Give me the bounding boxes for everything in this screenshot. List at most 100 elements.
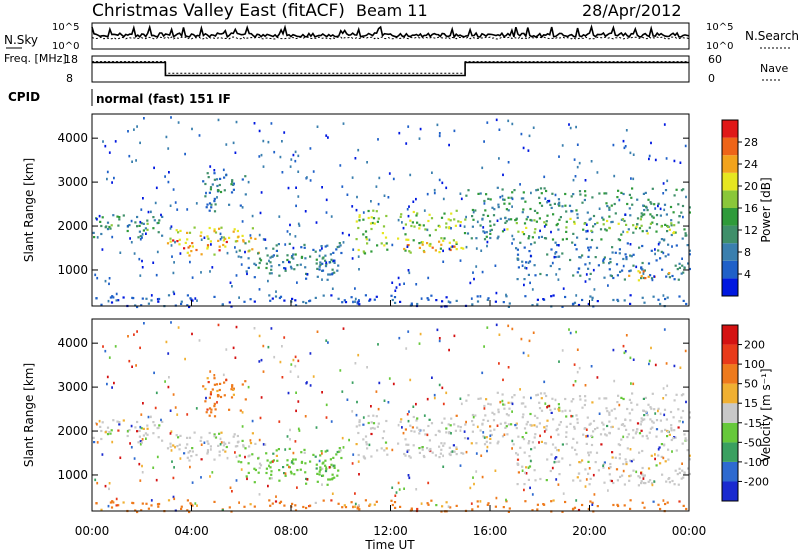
power-cell: [483, 199, 486, 203]
power-cell: [274, 295, 278, 298]
power-cell: [273, 150, 276, 154]
power-cell: [294, 150, 297, 154]
power-cell: [687, 262, 690, 265]
power-cell: [448, 226, 451, 229]
velocity-cell: [482, 431, 485, 434]
power-cell: [663, 203, 667, 206]
power-cell: [332, 259, 335, 262]
velocity-cell: [640, 417, 643, 420]
velocity-cell: [410, 507, 413, 510]
power-cell: [205, 191, 207, 195]
velocity-cell: [130, 446, 133, 449]
velocity-cell: [158, 424, 161, 427]
power-cell: [406, 208, 409, 211]
velocity-cell: [601, 421, 604, 424]
freq-left-label: Freq. [MHz]: [4, 52, 67, 65]
power-cell: [483, 231, 486, 234]
power-cell: [251, 248, 254, 251]
velocity-cell: [600, 443, 603, 446]
velocity-cell: [96, 441, 99, 444]
nave-line: [92, 61, 689, 74]
power-cell: [660, 225, 663, 228]
velocity-cell: [355, 443, 358, 446]
velocity-cell: [502, 378, 504, 382]
power-cell: [267, 140, 270, 144]
velocity-cell: [587, 472, 590, 475]
velocity-cell: [341, 436, 344, 440]
power-cell: [184, 152, 186, 156]
power-cell: [283, 131, 286, 134]
power-cell: [143, 117, 145, 120]
velocity-cell: [667, 458, 670, 461]
velocity-cell: [248, 445, 251, 448]
power-cell: [147, 210, 150, 214]
power-cell: [370, 216, 373, 219]
velocity-cell: [576, 348, 579, 351]
power-cell: [481, 166, 484, 170]
velocity-data: [92, 321, 691, 514]
power-cell: [180, 302, 183, 305]
velocity-cell: [286, 435, 289, 438]
velocity-cell: [578, 366, 581, 370]
velocity-cell: [117, 504, 120, 507]
velocity-cell: [528, 455, 531, 458]
power-cell: [240, 256, 243, 259]
velocity-cell: [449, 453, 452, 457]
velocity-cell: [228, 441, 231, 444]
power-cell: [510, 218, 513, 221]
velocity-cell: [111, 500, 114, 503]
power-cell: [561, 252, 564, 255]
velocity-cell: [508, 407, 511, 410]
power-cell: [292, 253, 295, 256]
velocity-cell: [606, 424, 609, 428]
velocity-y-tick-label: 2000: [57, 424, 88, 438]
power-cell: [221, 304, 224, 307]
velocity-cell: [170, 430, 173, 433]
velocity-cell: [385, 419, 388, 423]
velocity-cell: [664, 394, 668, 397]
velocity-cell: [216, 401, 218, 404]
velocity-cell: [413, 430, 416, 433]
power-cell: [472, 218, 475, 221]
power-cell: [673, 278, 676, 281]
power-cell: [331, 287, 334, 290]
power-cell: [463, 232, 467, 235]
power-cell: [428, 244, 431, 247]
velocity-cell: [199, 439, 202, 442]
velocity-cell: [142, 402, 144, 405]
velocity-cell: [533, 424, 536, 427]
power-cell: [447, 300, 450, 303]
power-cell: [352, 248, 355, 251]
power-cell: [503, 228, 506, 231]
velocity-cell: [188, 436, 192, 439]
velocity-cell: [448, 431, 451, 434]
power-cell: [519, 183, 521, 186]
power-cell: [116, 215, 119, 218]
power-cell: [603, 276, 606, 279]
power-cell: [172, 239, 175, 242]
velocity-cell: [333, 466, 336, 469]
velocity-cell: [479, 397, 482, 400]
velocity-cell: [207, 381, 210, 384]
power-cell: [612, 276, 615, 280]
velocity-cell: [651, 420, 654, 423]
velocity-cell: [375, 390, 378, 393]
velocity-cell: [527, 442, 530, 445]
power-cell: [501, 230, 505, 233]
power-cell: [619, 270, 622, 273]
power-cell: [659, 214, 662, 217]
power-cell: [138, 230, 141, 233]
velocity-cell: [378, 381, 381, 385]
power-cell: [232, 141, 235, 145]
velocity-cell: [674, 469, 677, 472]
velocity-cell: [358, 508, 361, 511]
power-cell: [294, 159, 297, 163]
power-cell: [623, 278, 626, 281]
power-cell: [558, 204, 561, 207]
power-cell: [449, 248, 452, 252]
power-cell: [191, 276, 194, 279]
power-cell: [303, 243, 306, 246]
power-cell: [640, 275, 643, 278]
velocity-cell: [617, 394, 620, 397]
power-cell: [625, 256, 628, 259]
